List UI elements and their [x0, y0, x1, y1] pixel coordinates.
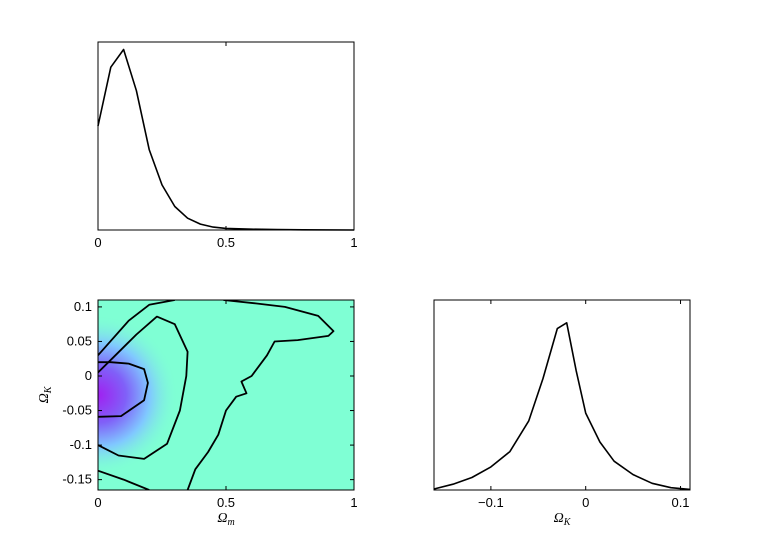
heatmap-ylabel: ΩK — [37, 385, 54, 403]
marginal-omega-m-frame — [97, 41, 355, 231]
x-tick-label: 0 — [582, 495, 589, 510]
x-tick-label: 0.5 — [217, 235, 235, 250]
x-tick-label: 0.1 — [671, 495, 689, 510]
marginal-omega-m-curve — [97, 48, 355, 231]
x-tick-label: 1 — [350, 495, 357, 510]
x-tick-label: 1 — [350, 235, 357, 250]
x-tick-label: 0 — [94, 235, 101, 250]
y-tick-label: 0.1 — [74, 299, 92, 314]
y-tick-label: -0.05 — [62, 403, 92, 418]
contour-outer-right — [186, 300, 335, 490]
heatmap-peak — [98, 300, 178, 490]
y-tick-label: 0 — [85, 368, 92, 383]
joint-heatmap-panel: 0 0.5 1 0.1 0.05 0 -0.05 -0.1 -0.15 Ωm ΩK — [37, 299, 358, 528]
marginal-omega-m-panel: 0 0.5 1 — [94, 41, 358, 250]
marginal-omega-k-panel: −0.1 0 0.1 ΩK — [433, 299, 691, 528]
contour-middle — [98, 315, 189, 460]
x-tick-label: −0.1 — [478, 495, 504, 510]
y-tick-label: -0.1 — [70, 437, 92, 452]
contour-inner — [98, 361, 149, 418]
marginal-omega-k-frame — [433, 299, 691, 491]
x-tick-label: 0 — [94, 495, 101, 510]
contour-outer-top — [98, 300, 175, 356]
contour-outer-left — [98, 469, 150, 490]
x-tick-label: 0.5 — [217, 495, 235, 510]
y-tick-label: 0.05 — [67, 333, 92, 348]
heatmap-xlabel: Ωm — [217, 511, 234, 528]
marginal-omega-k-curve — [433, 322, 691, 491]
y-tick-label: -0.15 — [62, 472, 92, 487]
marginal-omega-k-xlabel: ΩK — [554, 511, 572, 528]
